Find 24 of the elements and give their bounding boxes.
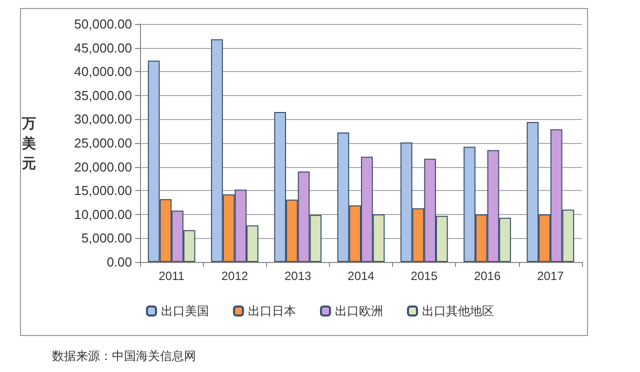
y-tick-label: 45,000.00 bbox=[74, 40, 132, 56]
y-axis-title: 万美元 bbox=[21, 115, 36, 171]
legend-label: 出口日本 bbox=[248, 304, 296, 318]
y-tick-label: 15,000.00 bbox=[74, 183, 132, 198]
y-tick-label: 40,000.00 bbox=[74, 64, 132, 80]
x-tick-label: 2014 bbox=[348, 269, 375, 283]
y-tick-label: 25,000.00 bbox=[74, 136, 132, 150]
legend-label: 出口欧洲 bbox=[335, 304, 383, 318]
x-tick-label: 2013 bbox=[284, 269, 312, 283]
y-tick-label: 5,000.00 bbox=[81, 230, 132, 246]
x-tick-label: 2015 bbox=[410, 269, 438, 283]
y-tick-label: 20,000.00 bbox=[74, 159, 132, 174]
source-note: 数据来源：中国海关信息网 bbox=[52, 349, 196, 363]
x-tick-label: 2017 bbox=[537, 269, 564, 283]
x-tick-label: 2016 bbox=[474, 269, 501, 283]
y-tick-label: 50,000.00 bbox=[74, 16, 132, 32]
x-tick-label: 2011 bbox=[158, 269, 185, 283]
legend-label: 出口其他地区 bbox=[422, 304, 494, 318]
legend-label: 出口美国 bbox=[161, 304, 209, 318]
y-tick-label: 0.00 bbox=[106, 254, 132, 270]
x-tick-label: 2012 bbox=[221, 269, 248, 283]
y-tick-label: 35,000.00 bbox=[74, 88, 132, 103]
y-tick-label: 10,000.00 bbox=[74, 206, 132, 222]
y-tick-label: 30,000.00 bbox=[74, 112, 132, 127]
